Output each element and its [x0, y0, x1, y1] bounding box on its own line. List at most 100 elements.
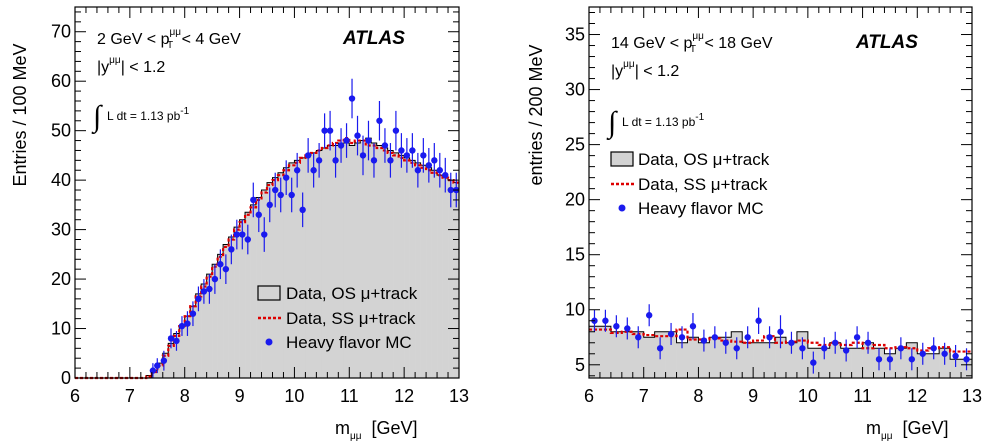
mc-point	[635, 334, 642, 341]
luminosity-label: L dt = 1.13 pb-1	[622, 112, 705, 129]
mc-point	[277, 191, 284, 199]
os-bin	[709, 337, 721, 378]
mc-point	[149, 367, 157, 374]
legend-ss-label: Data, SS μ+track	[286, 309, 416, 328]
luminosity-label: L dt = 1.13 pb-1	[107, 106, 190, 123]
os-bin	[632, 331, 645, 378]
mc-point	[381, 142, 389, 149]
os-bin	[168, 343, 175, 378]
x-tick-label: 10	[798, 386, 818, 406]
x-tick-label: 6	[70, 386, 80, 406]
mc-point	[656, 345, 664, 352]
os-bin	[321, 147, 328, 378]
ss-line	[589, 328, 972, 353]
os-bin	[840, 348, 852, 378]
mc-point	[283, 174, 290, 181]
mc-point	[766, 334, 773, 341]
mc-point	[332, 157, 339, 164]
mc-point	[173, 337, 180, 345]
os-bin	[201, 284, 207, 378]
mc-point	[613, 323, 620, 330]
x-tick-label: 12	[394, 386, 414, 406]
mc-point	[799, 345, 806, 352]
mc-point	[963, 356, 970, 363]
os-bin	[294, 160, 301, 378]
mc-point	[304, 152, 312, 159]
os-bin	[299, 157, 306, 378]
os-bin	[420, 165, 427, 378]
mc-point	[733, 345, 740, 352]
os-bin	[382, 147, 388, 378]
ss-histogram	[589, 328, 972, 353]
pt-range-label: 2 GeV < pμμ T < 4 GeV	[97, 27, 241, 51]
pt-range-label: 14 GeV < pμμ T < 18 GeV	[611, 31, 773, 55]
os-bin	[698, 342, 710, 378]
os-bin	[173, 333, 180, 378]
mc-point	[711, 334, 719, 341]
ss-line	[75, 136, 459, 380]
y-tick-label: 25	[565, 135, 585, 155]
mc-point	[842, 347, 850, 354]
tick-labels: 6 7 8 9 10 11 12 13 0 10 20 30 40 50 60 70	[51, 22, 469, 406]
os-bin	[327, 145, 334, 378]
x-tick-label: 11	[853, 386, 872, 406]
os-bin	[305, 155, 312, 378]
x-axis-title: mμμ [GeV]	[866, 418, 949, 442]
os-bin	[409, 160, 416, 378]
os-bin	[223, 244, 229, 378]
os-bin	[310, 152, 317, 378]
legend: Data, OS μ+track Data, SS μ+track Heavy …	[610, 150, 770, 218]
os-bin	[316, 150, 323, 378]
mc-point	[228, 246, 235, 253]
os-bin	[332, 145, 339, 378]
x-tick-label: 12	[907, 386, 927, 406]
mc-point	[200, 288, 208, 295]
os-bin	[283, 167, 290, 378]
os-bin	[862, 342, 874, 378]
legend-os-label: Data, OS μ+track	[286, 284, 418, 303]
left-panel: 6 7 8 9 10 11 12 13 0 10 20 30 40 50 60 70 Entries / 10…	[10, 6, 469, 442]
ss-histogram	[75, 136, 459, 380]
os-bin	[360, 140, 367, 378]
os-bin	[785, 342, 798, 378]
os-bin	[239, 219, 246, 378]
mc-point	[810, 359, 817, 366]
mc-point	[788, 339, 795, 346]
mc-point	[886, 356, 894, 363]
os-bin	[928, 353, 940, 378]
integral-sign: ∫	[606, 106, 618, 141]
mc-point	[343, 137, 350, 144]
y-tick-label: 40	[51, 170, 71, 190]
mc-point	[645, 312, 653, 319]
mc-point	[365, 137, 372, 144]
os-bin	[387, 150, 394, 378]
os-bin	[398, 155, 405, 378]
os-bin	[228, 237, 235, 378]
y-tick-label: 30	[51, 220, 71, 240]
mc-point	[206, 285, 213, 293]
y-tick-label: 20	[51, 269, 71, 289]
mc-point	[321, 127, 328, 134]
mc-point	[624, 325, 631, 332]
legend-mc-marker	[265, 338, 273, 346]
mc-point	[420, 152, 427, 159]
mc-point	[160, 357, 168, 364]
mc-point	[310, 167, 317, 174]
mc-point	[255, 211, 262, 218]
os-bin	[250, 204, 257, 378]
os-histogram	[75, 137, 460, 379]
os-bin	[217, 254, 224, 378]
mc-point	[755, 317, 762, 324]
os-bin	[720, 337, 732, 378]
mc-point	[431, 157, 438, 164]
os-bin	[676, 342, 688, 378]
os-bin	[437, 175, 443, 378]
tick-labels: 6 7 8 9 10 11 12 13 5 10 15 20 25 30 35	[565, 25, 982, 406]
os-bin	[764, 342, 776, 378]
legend: Data, OS μ+track Data, SS μ+track Heavy …	[257, 284, 418, 352]
x-tick-label: 13	[449, 386, 469, 406]
mc-point	[398, 147, 405, 154]
mc-point	[337, 142, 345, 149]
os-bin	[267, 182, 273, 378]
